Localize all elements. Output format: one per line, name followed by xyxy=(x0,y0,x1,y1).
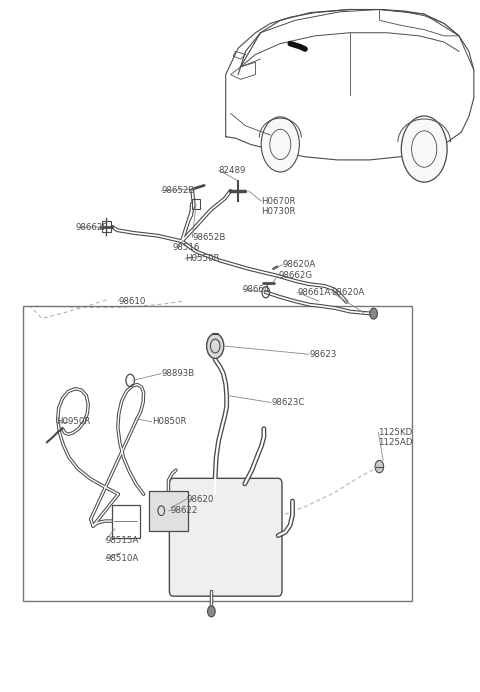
Text: 1125KD: 1125KD xyxy=(378,428,413,437)
Bar xyxy=(23,306,412,601)
Text: H0550R: H0550R xyxy=(185,254,220,263)
Bar xyxy=(149,491,188,531)
Circle shape xyxy=(207,606,215,617)
Text: 98620A: 98620A xyxy=(283,260,316,269)
Text: 98510A: 98510A xyxy=(106,554,139,563)
Text: H0730R: H0730R xyxy=(262,207,296,216)
Bar xyxy=(112,504,140,538)
Text: H0850R: H0850R xyxy=(152,417,186,426)
Text: 1125AD: 1125AD xyxy=(378,438,413,447)
Text: 98893B: 98893B xyxy=(161,369,194,378)
Text: 98661A: 98661A xyxy=(297,288,331,297)
Text: 98652B: 98652B xyxy=(161,186,194,195)
Text: 98664: 98664 xyxy=(242,285,270,294)
Text: 98620A: 98620A xyxy=(332,288,365,297)
Text: 98623: 98623 xyxy=(309,349,336,358)
Bar xyxy=(192,199,200,209)
Text: 98622: 98622 xyxy=(171,506,198,515)
Text: 98620: 98620 xyxy=(187,495,214,504)
Bar xyxy=(102,221,111,233)
Text: 98662G: 98662G xyxy=(278,271,312,280)
FancyBboxPatch shape xyxy=(169,478,282,597)
Text: 98652B: 98652B xyxy=(192,233,226,242)
Text: 98515A: 98515A xyxy=(106,536,139,545)
Circle shape xyxy=(370,308,377,319)
Circle shape xyxy=(206,334,224,358)
Text: 98516: 98516 xyxy=(172,243,200,252)
Text: 98662F: 98662F xyxy=(75,223,108,232)
Text: 98623C: 98623C xyxy=(271,398,304,407)
Circle shape xyxy=(261,117,300,172)
Text: H0670R: H0670R xyxy=(262,197,296,206)
Circle shape xyxy=(401,116,447,182)
Text: H0950R: H0950R xyxy=(56,417,91,426)
Text: 98610: 98610 xyxy=(118,297,146,306)
Circle shape xyxy=(375,460,384,473)
Text: 82489: 82489 xyxy=(218,166,246,175)
